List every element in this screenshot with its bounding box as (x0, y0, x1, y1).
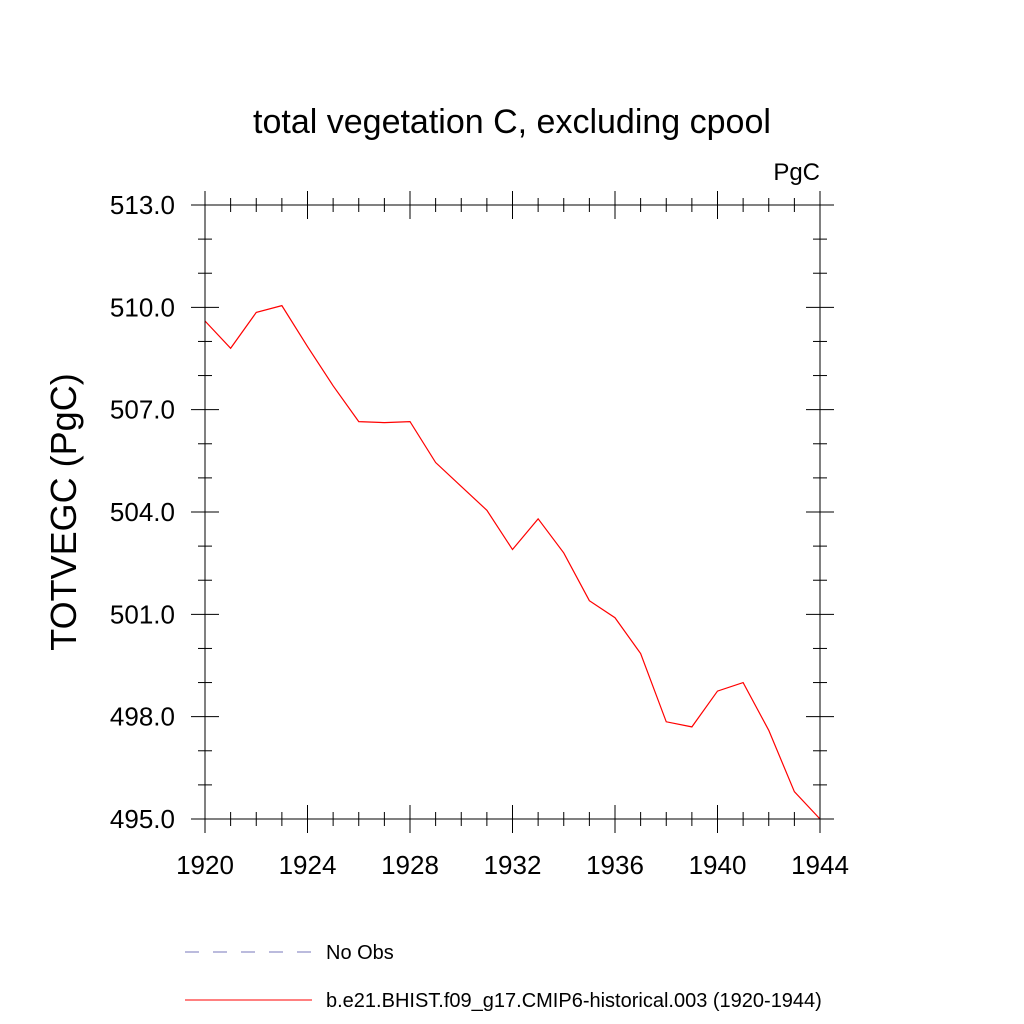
series-layer (204, 304, 821, 820)
chart-title: total vegetation C, excluding cpool (253, 103, 771, 141)
y-axis-label: TOTVEGC (PgC) (43, 373, 84, 650)
legend-label: b.e21.BHIST.f09_g17.CMIP6-historical.003… (326, 990, 822, 1012)
x-tick-label: 1936 (586, 850, 644, 880)
y-tick-label: 513.0 (110, 190, 175, 220)
y-tick-label: 504.0 (110, 497, 175, 527)
tick-labels: 1920 1924 1928 1932 1936 1940 1944 495.0 498.0 50… (110, 190, 849, 880)
y-tick-label: 495.0 (110, 804, 175, 834)
series-line-1 (204, 304, 821, 820)
y-tick-label: 507.0 (110, 395, 175, 425)
y-tick-label: 510.0 (110, 292, 175, 322)
x-tick-label: 1924 (279, 850, 337, 880)
y-tick-label: 501.0 (110, 599, 175, 629)
x-tick-label: 1944 (791, 850, 849, 880)
x-tick-label: 1928 (381, 850, 439, 880)
x-tick-label: 1920 (176, 850, 234, 880)
plot-frame (204, 204, 821, 820)
x-tick-label: 1932 (484, 850, 542, 880)
legend: No Obs b.e21.BHIST.f09_g17.CMIP6-historic… (185, 942, 822, 1012)
y-tick-label: 498.0 (110, 702, 175, 732)
axis-ticks (191, 191, 834, 833)
legend-label: No Obs (326, 942, 394, 964)
units-label: PgC (773, 159, 820, 186)
x-tick-label: 1940 (689, 850, 747, 880)
